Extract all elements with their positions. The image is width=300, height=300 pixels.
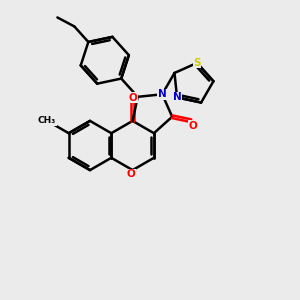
Text: S: S xyxy=(193,58,201,68)
Text: N: N xyxy=(173,92,182,102)
Text: O: O xyxy=(127,169,136,179)
Text: O: O xyxy=(188,121,197,130)
Text: O: O xyxy=(128,93,137,103)
Text: N: N xyxy=(158,89,167,99)
Text: CH₃: CH₃ xyxy=(38,116,56,125)
